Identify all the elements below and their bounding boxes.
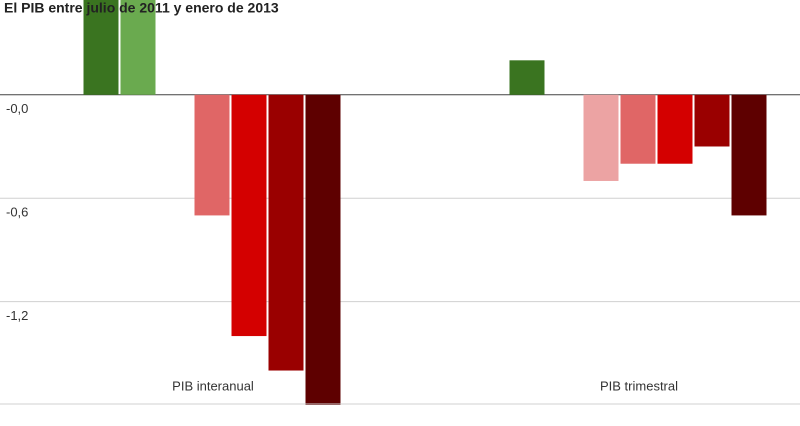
y-tick-label: -0,0 (6, 101, 28, 116)
bar (83, 0, 119, 95)
y-tick-label: -0,6 (6, 205, 28, 220)
chart-title: El PIB entre julio de 2011 y enero de 20… (4, 0, 279, 16)
bar (509, 60, 545, 95)
bar (305, 94, 341, 405)
bar (194, 94, 230, 216)
x-category-label: PIB trimestral (600, 378, 678, 393)
bar (731, 94, 767, 216)
bar (657, 94, 693, 164)
y-tick-label: -1,2 (6, 308, 28, 323)
bar (120, 0, 156, 95)
bars (83, 0, 767, 405)
bar (231, 94, 267, 337)
bar (268, 94, 304, 371)
overlay: -0,0 -0,6 -1,2 PIB interanual PIB trimestral (6, 101, 678, 393)
bar (694, 94, 730, 147)
bar (583, 94, 619, 181)
x-category-label: PIB interanual (172, 378, 254, 393)
bar (620, 94, 656, 164)
